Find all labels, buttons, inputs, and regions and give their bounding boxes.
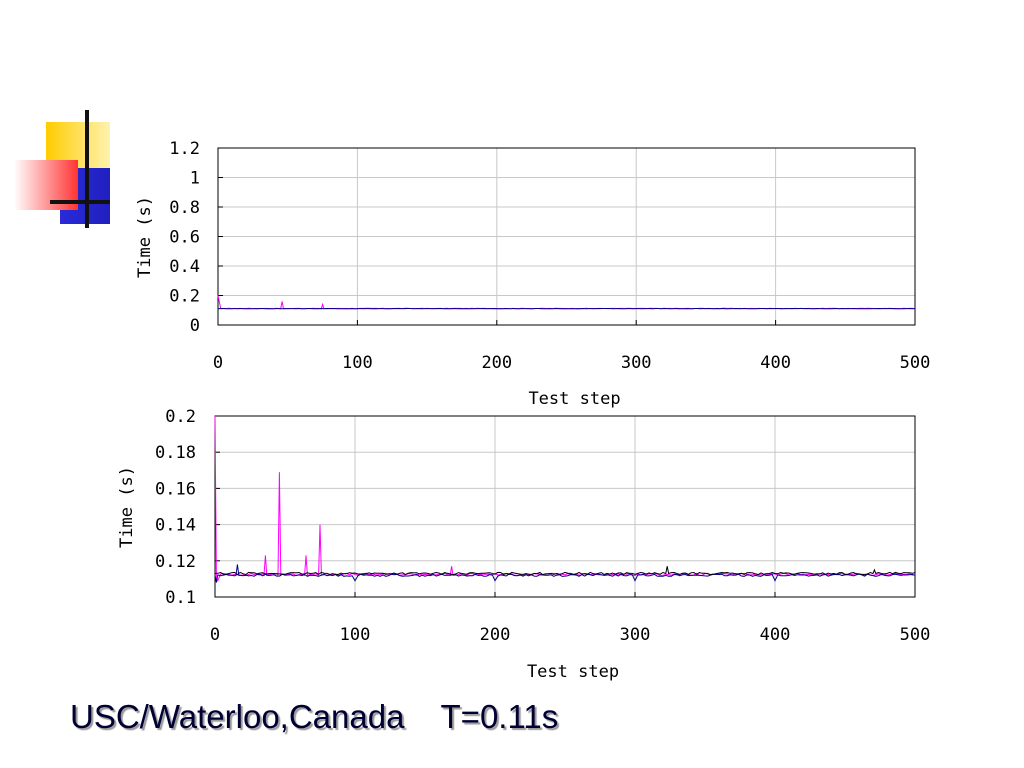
y-tick-label: 0.8 — [169, 198, 200, 218]
series-line — [214, 566, 916, 576]
series-line — [217, 295, 916, 310]
x-axis-label: Test step — [527, 662, 619, 682]
y-tick-label: 0.14 — [155, 516, 196, 536]
x-tick-label: 400 — [760, 353, 791, 373]
y-tick-label: 0 — [190, 316, 200, 336]
x-tick-label: 100 — [340, 625, 371, 645]
y-tick-label: 0.1 — [165, 588, 196, 608]
x-tick-label: 500 — [900, 353, 931, 373]
series-line — [214, 415, 916, 582]
x-tick-label: 300 — [621, 353, 652, 373]
x-tick-label: 200 — [481, 353, 512, 373]
y-tick-label: 0.16 — [155, 479, 196, 499]
x-tick-label: 100 — [342, 353, 373, 373]
plot-frame — [214, 415, 916, 598]
y-tick-label: 0.18 — [155, 443, 196, 463]
y-axis-label: Time (s) — [117, 466, 137, 548]
series-line — [214, 564, 916, 583]
x-tick-label: 500 — [900, 625, 931, 645]
chart-bottom: 0 100 200 300 400 500 0.1 0.12 0.14 0.16 0.18 0.2 Te… — [117, 407, 931, 682]
chart-top: 0 100 200 300 400 500 0 0.2 0.4 0.6 0.8 1 1.2 Test st… — [135, 139, 931, 409]
y-tick-label: 0.12 — [155, 552, 196, 572]
y-axis-label: Time (s) — [135, 196, 155, 278]
x-tick-label: 0 — [213, 353, 223, 373]
y-tick-label: 1.2 — [169, 139, 200, 159]
x-tick-label: 400 — [760, 625, 791, 645]
x-tick-label: 200 — [480, 625, 511, 645]
x-tick-label: 0 — [210, 625, 220, 645]
y-tick-label: 1 — [190, 169, 200, 189]
slide-caption: USC/Waterloo,Canada T=0.11s — [70, 698, 559, 735]
x-tick-label: 300 — [620, 625, 651, 645]
y-tick-label: 0.2 — [165, 407, 196, 427]
x-axis-label: Test step — [528, 389, 620, 409]
y-tick-label: 0.6 — [169, 228, 200, 248]
slide-decoration — [14, 110, 110, 228]
y-tick-label: 0.2 — [169, 287, 200, 307]
y-tick-label: 0.4 — [169, 257, 200, 277]
